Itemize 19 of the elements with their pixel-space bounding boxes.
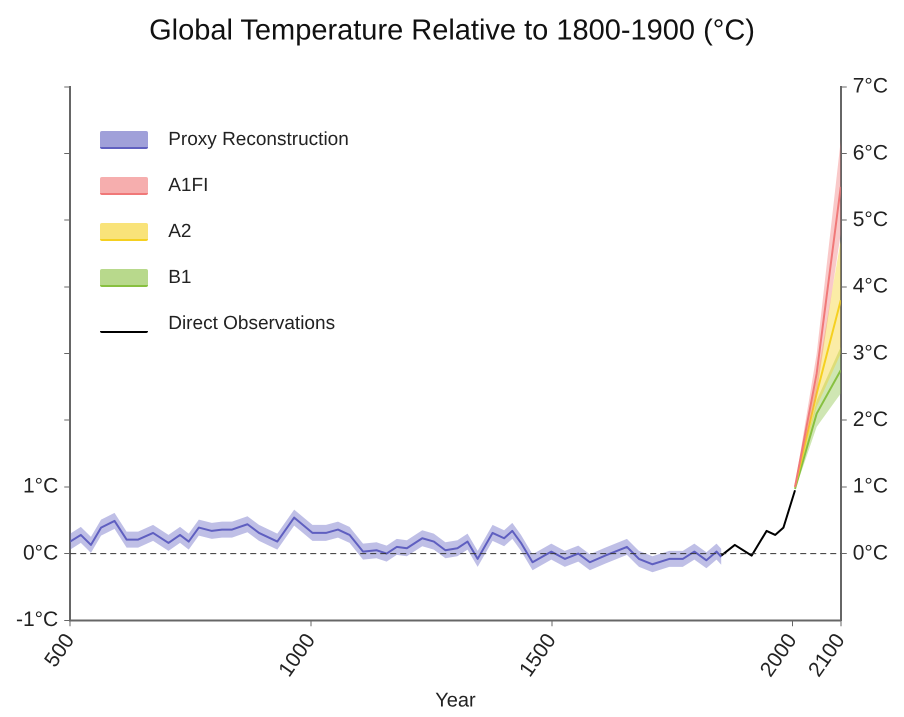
chart-title: Global Temperature Relative to 1800-1900 (°C) <box>149 14 755 46</box>
y2-tick-label: 3°C <box>852 341 888 364</box>
y-tick-label: 0°C <box>22 541 58 564</box>
y2-tick-label: 5°C <box>852 208 888 231</box>
legend-label: Direct Observations <box>168 312 336 335</box>
y2-tick-label: 2°C <box>852 408 888 432</box>
legend-label: A2 <box>168 220 192 243</box>
y2-tick-label: 0°C <box>852 541 888 564</box>
y2-tick-label: 1°C <box>852 474 888 498</box>
y2-tick-label: 6°C <box>852 141 888 164</box>
y-tick-label: -1°C <box>16 608 58 632</box>
legend-label: Proxy Reconstruction <box>168 128 349 151</box>
legend-label: B1 <box>168 266 192 289</box>
x-tick-label: 500 <box>40 630 80 672</box>
y-tick-label: 1°C <box>22 474 58 498</box>
x-axis-title: Year <box>435 690 476 712</box>
y2-tick-label: 4°C <box>852 274 888 298</box>
legend-label: A1FI <box>168 174 208 197</box>
y2-tick-label: 7°C <box>852 74 888 98</box>
